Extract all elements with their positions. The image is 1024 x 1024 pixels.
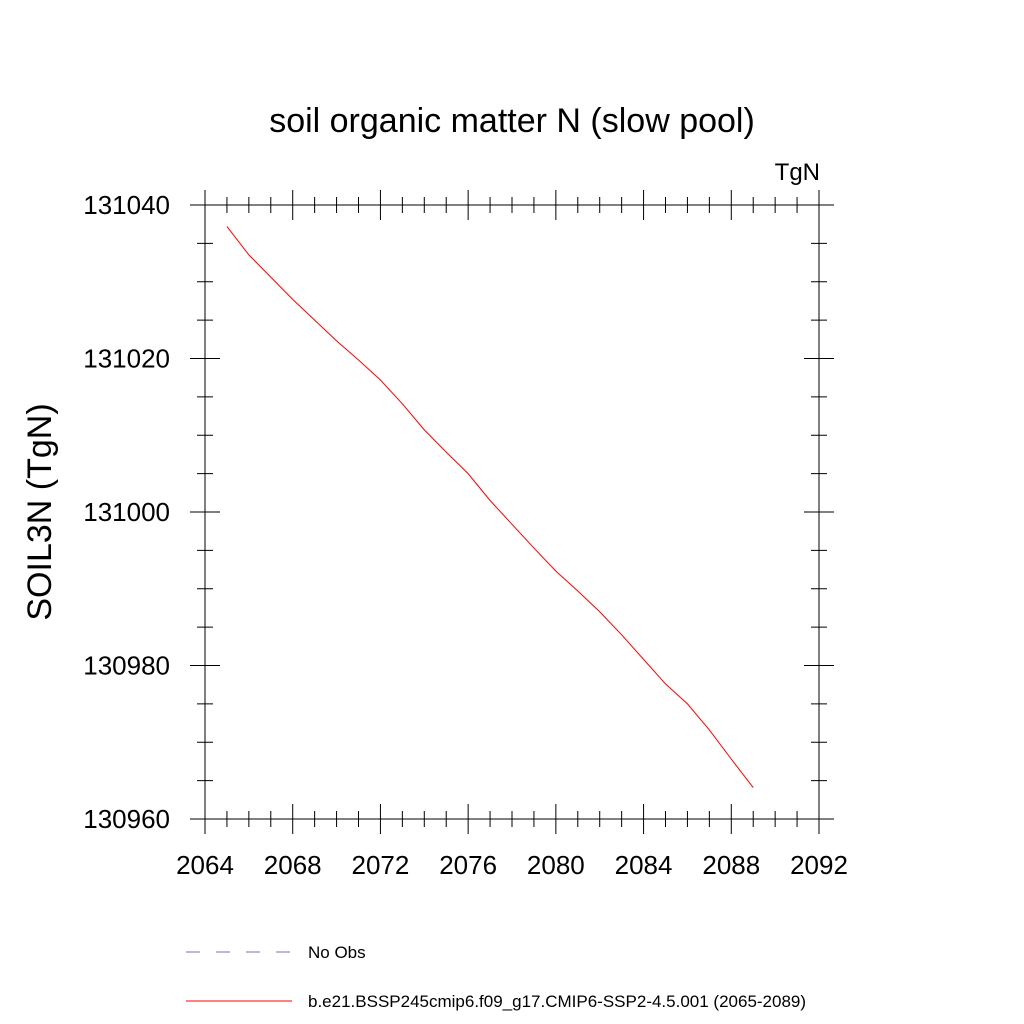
x-tick-label: 2064 (176, 850, 234, 880)
x-tick-label: 2088 (702, 850, 760, 880)
y-tick-label: 131020 (83, 344, 170, 374)
legend-label-1: b.e21.BSSP245cmip6.f09_g17.CMIP6-SSP2-4.… (308, 992, 806, 1011)
x-tick-label: 2084 (615, 850, 673, 880)
series-layer (226, 226, 754, 788)
y-tick-label: 131000 (83, 497, 170, 527)
legend-label-0: No Obs (308, 943, 366, 962)
x-tick-label: 2072 (352, 850, 410, 880)
axis-tick-labels: 2064 2068 2072 2076 2080 2084 2088 2092 130960 13… (83, 190, 848, 880)
axis-ticks (190, 190, 834, 834)
x-tick-label: 2068 (264, 850, 322, 880)
series-line-1 (226, 226, 754, 788)
y-tick-label: 131040 (83, 190, 170, 220)
plot-frame (204, 204, 820, 820)
chart-title: soil organic matter N (slow pool) (269, 102, 755, 140)
x-tick-label: 2092 (790, 850, 848, 880)
y-axis-label: SOIL3N (TgN) (21, 403, 59, 620)
y-tick-label: 130980 (83, 651, 170, 681)
y-tick-label: 130960 (83, 804, 170, 834)
x-tick-label: 2080 (527, 850, 585, 880)
x-tick-label: 2076 (439, 850, 497, 880)
units-label: TgN (775, 159, 820, 186)
legend: No Obs b.e21.BSSP245cmip6.f09_g17.CMIP6-S… (186, 943, 806, 1011)
